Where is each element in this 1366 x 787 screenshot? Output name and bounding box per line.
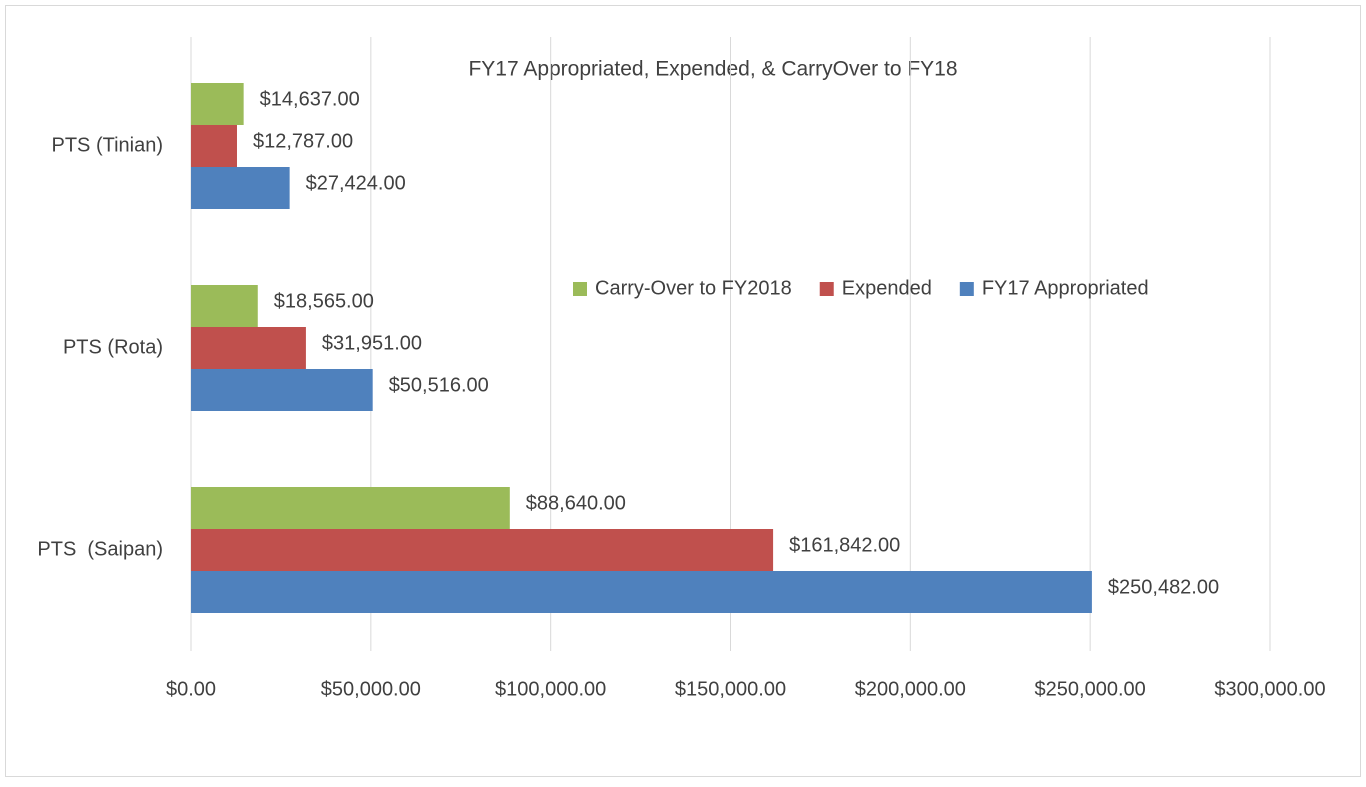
x-tick-label: $0.00 bbox=[166, 678, 216, 700]
data-label: $18,565.00 bbox=[274, 290, 374, 312]
legend-label: Expended bbox=[842, 277, 932, 299]
legend-label: Carry-Over to FY2018 bbox=[595, 277, 792, 299]
data-label: $12,787.00 bbox=[253, 130, 353, 152]
x-tick-label: $200,000.00 bbox=[855, 678, 966, 700]
chart-title: FY17 Appropriated, Expended, & CarryOver… bbox=[468, 58, 957, 81]
bar bbox=[191, 167, 290, 209]
data-label: $27,424.00 bbox=[306, 172, 406, 194]
bar bbox=[191, 571, 1092, 613]
bar bbox=[191, 487, 510, 529]
data-label: $50,516.00 bbox=[389, 374, 489, 396]
data-label: $14,637.00 bbox=[260, 88, 360, 110]
x-tick-label: $300,000.00 bbox=[1214, 678, 1325, 700]
legend-label: FY17 Appropriated bbox=[982, 277, 1149, 299]
bar bbox=[191, 285, 258, 327]
bar bbox=[191, 83, 244, 125]
data-label: $161,842.00 bbox=[789, 534, 900, 556]
legend-swatch bbox=[819, 282, 834, 296]
x-tick-label: $150,000.00 bbox=[675, 678, 786, 700]
x-tick-label: $50,000.00 bbox=[321, 678, 421, 700]
bar bbox=[191, 529, 774, 571]
data-label: $88,640.00 bbox=[526, 492, 626, 514]
y-tick-label: PTS (Saipan) bbox=[37, 538, 163, 560]
bar bbox=[191, 369, 373, 411]
legend-swatch bbox=[573, 282, 587, 296]
bar bbox=[191, 327, 306, 369]
data-label: $31,951.00 bbox=[322, 332, 422, 354]
bar bbox=[191, 125, 237, 167]
y-tick-label: PTS (Rota) bbox=[63, 336, 163, 358]
x-tick-label: $250,000.00 bbox=[1035, 678, 1146, 700]
legend-swatch bbox=[959, 282, 974, 296]
data-label: $250,482.00 bbox=[1108, 576, 1219, 598]
x-tick-label: $100,000.00 bbox=[495, 678, 606, 700]
y-tick-label: PTS (Tinian) bbox=[51, 134, 163, 156]
